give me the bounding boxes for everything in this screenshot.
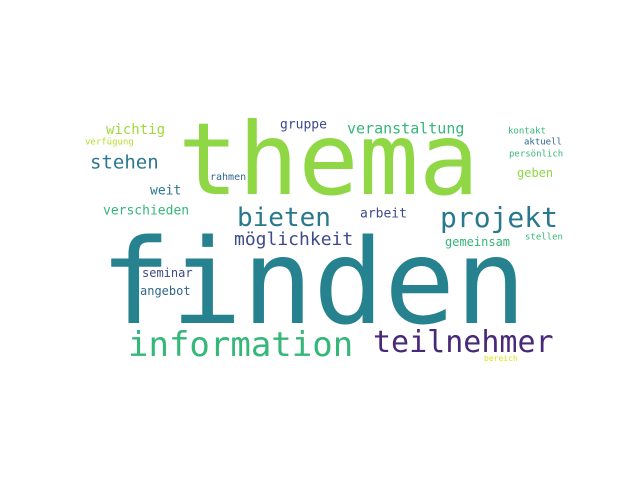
word-finden: finden (100, 213, 527, 351)
word-angebot: angebot (140, 284, 191, 298)
word-rahmen: rahmen (210, 172, 247, 183)
word-information: information (128, 325, 354, 365)
word-moglichkeit: möglichkeit (234, 229, 354, 250)
word-bieten: bieten (237, 203, 331, 233)
word-weit: weit (150, 183, 182, 199)
word-veranstaltung: veranstaltung (347, 119, 465, 138)
word-thema: thema (178, 101, 480, 218)
word-verfugung: verfügung (85, 137, 134, 148)
word-bereich: bereich (484, 354, 518, 363)
word-teilnehmer: teilnehmer (373, 325, 554, 360)
word-aktuell: aktuell (524, 137, 562, 148)
word-wichtig: wichtig (106, 122, 166, 138)
word-stehen: stehen (90, 151, 159, 174)
word-kontakt: kontakt (508, 126, 546, 137)
word-personlich: persönlich (509, 149, 564, 160)
word-verschieden: verschieden (103, 203, 190, 219)
word-stellen: stellen (525, 232, 563, 243)
word-gruppe: gruppe (280, 117, 327, 133)
word-projekt: projekt (440, 201, 559, 234)
word-seminar: seminar (142, 266, 193, 280)
word-arbeit: arbeit (360, 206, 407, 222)
word-gemeinsam: gemeinsam (445, 235, 511, 249)
word-geben: geben (517, 166, 554, 180)
